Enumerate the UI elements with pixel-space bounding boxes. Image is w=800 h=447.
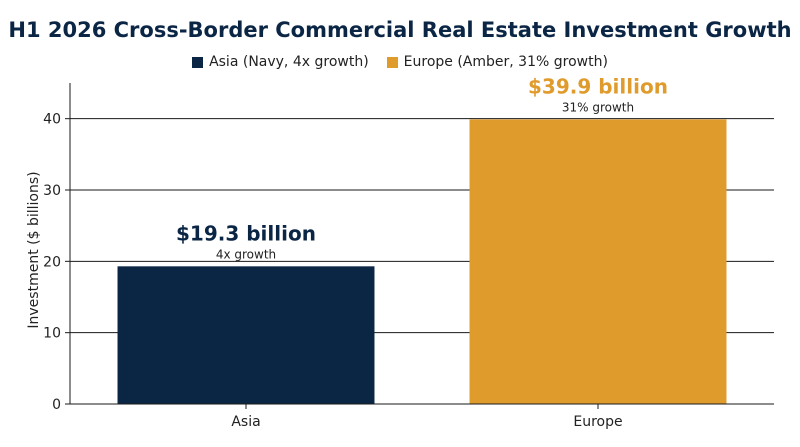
bar-growth-label: 31% growth xyxy=(562,100,634,114)
legend-swatch-asia xyxy=(192,56,204,68)
x-tick-label: Asia xyxy=(231,414,260,430)
legend-item-europe: Europe (Amber, 31% growth) xyxy=(386,54,608,70)
legend-swatch-europe xyxy=(386,56,398,68)
bar-growth-label: 4x growth xyxy=(216,247,276,261)
bar-europe xyxy=(469,119,727,404)
legend-label-asia: Asia (Navy, 4x growth) xyxy=(209,54,369,70)
bars xyxy=(117,119,727,404)
legend-label-europe: Europe (Amber, 31% growth) xyxy=(403,54,608,70)
y-tick-label: 10 xyxy=(43,326,61,342)
y-tick-label: 0 xyxy=(52,397,61,413)
bar-asia xyxy=(117,266,375,404)
y-tick-label: 40 xyxy=(43,112,61,128)
chart-title: H1 2026 Cross-Border Commercial Real Est… xyxy=(8,18,792,42)
legend-item-asia: Asia (Navy, 4x growth) xyxy=(192,54,369,70)
x-tick-label: Europe xyxy=(573,414,622,430)
chart-legend: Asia (Navy, 4x growth) Europe (Amber, 31… xyxy=(0,54,800,70)
bar-value-label: $19.3 billion xyxy=(176,221,316,245)
bar-value-label: $39.9 billion xyxy=(528,74,668,98)
y-tick-label: 30 xyxy=(43,183,61,199)
axes: 0 10 20 30 40 Asia Europe xyxy=(43,83,774,430)
bar-labels: $19.3 billion 4x growth $39.9 billion 31% g… xyxy=(176,74,668,261)
y-tick-label: 20 xyxy=(43,254,61,270)
y-axis-label: Investment ($ billions) xyxy=(26,171,42,328)
